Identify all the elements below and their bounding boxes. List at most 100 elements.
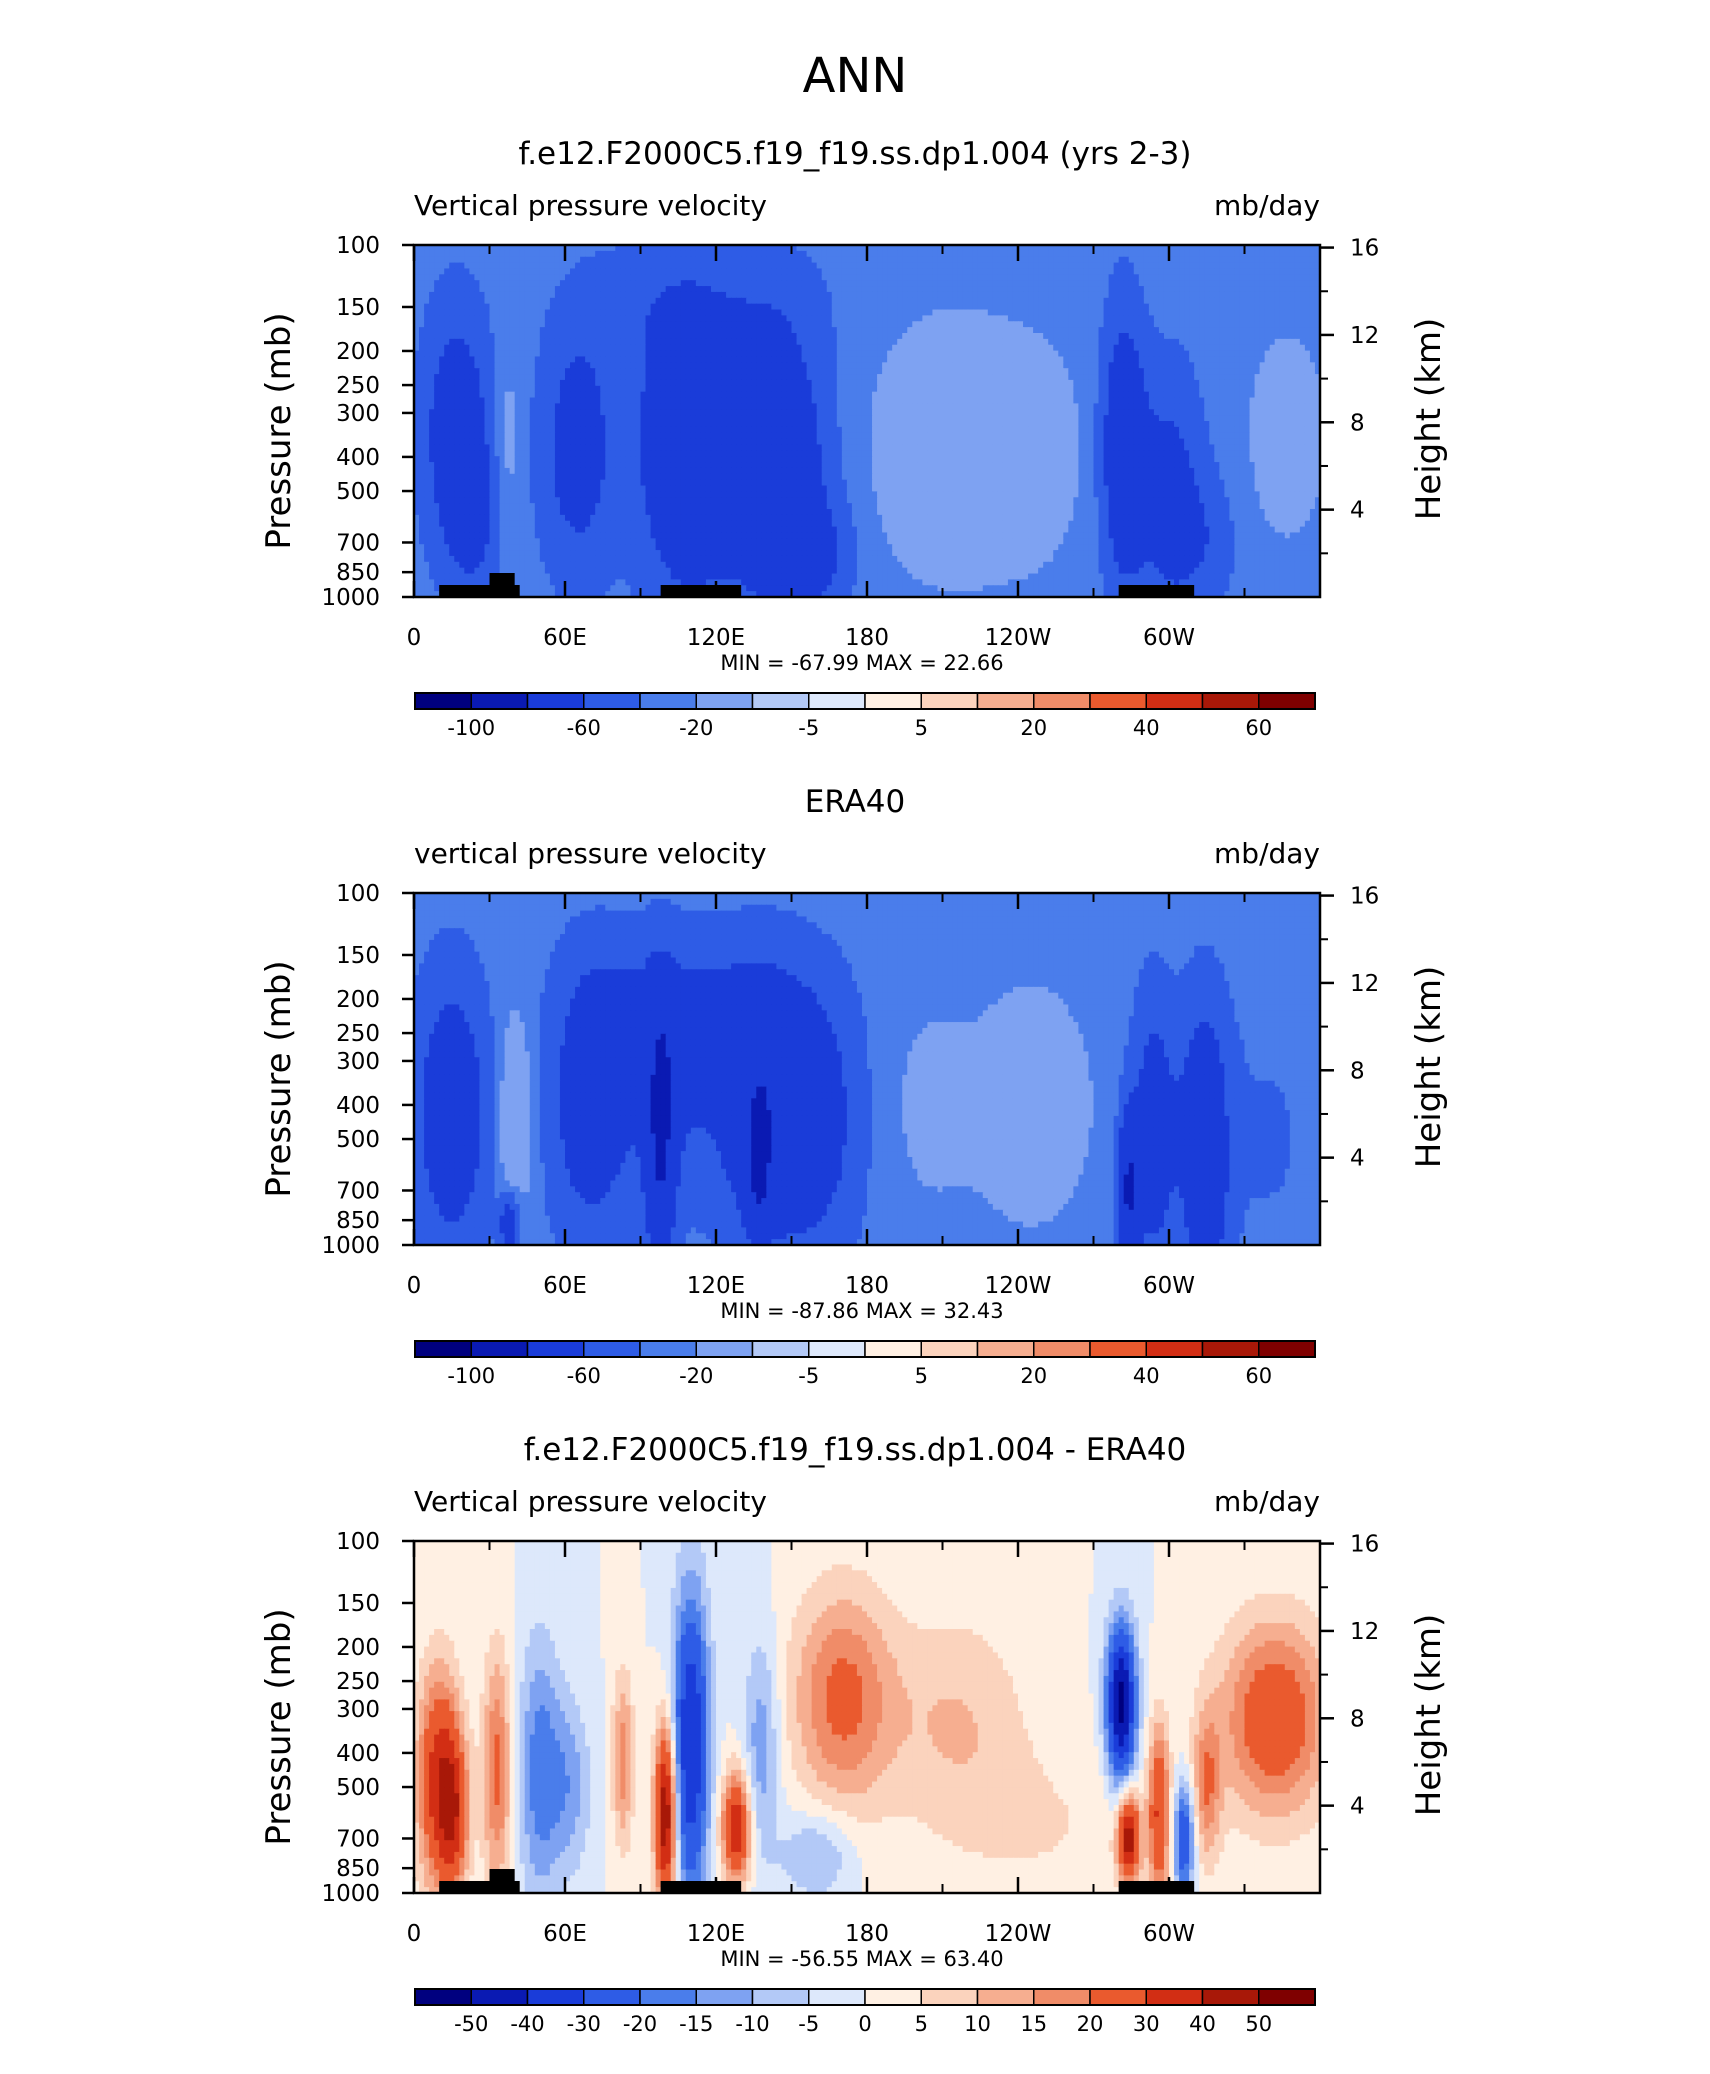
field-cell bbox=[656, 304, 662, 310]
field-cell bbox=[540, 251, 546, 257]
field-cell bbox=[1300, 345, 1306, 351]
field-cell bbox=[1300, 356, 1306, 362]
field-cell bbox=[1099, 351, 1105, 357]
field-cell bbox=[1154, 274, 1160, 280]
field-cell bbox=[570, 362, 576, 368]
field-cell bbox=[676, 315, 682, 321]
field-cell bbox=[1280, 368, 1286, 374]
field-cell bbox=[731, 398, 737, 404]
field-cell bbox=[978, 327, 984, 333]
field-cell bbox=[1013, 304, 1019, 310]
field-cell bbox=[540, 298, 546, 304]
field-cell bbox=[1174, 251, 1180, 257]
field-cell bbox=[963, 362, 969, 368]
field-cell bbox=[661, 280, 667, 286]
field-cell bbox=[761, 298, 767, 304]
field-cell bbox=[1129, 280, 1135, 286]
field-cell bbox=[1260, 251, 1266, 257]
field-cell bbox=[459, 362, 465, 368]
field-cell bbox=[932, 392, 938, 398]
field-cell bbox=[716, 339, 722, 345]
field-cell bbox=[1008, 368, 1014, 374]
field-cell bbox=[1250, 251, 1256, 257]
field-cell bbox=[1234, 392, 1240, 398]
field-cell bbox=[1104, 356, 1110, 362]
field-cell bbox=[927, 315, 933, 321]
field-cell bbox=[877, 333, 883, 339]
field-cell bbox=[922, 298, 928, 304]
field-cell bbox=[1028, 263, 1034, 269]
field-cell bbox=[696, 345, 702, 351]
field-cell bbox=[459, 280, 465, 286]
field-cell bbox=[837, 368, 843, 374]
field-cell bbox=[1214, 345, 1220, 351]
field-cell bbox=[691, 263, 697, 269]
field-cell bbox=[817, 251, 823, 257]
field-cell bbox=[817, 356, 823, 362]
field-cell bbox=[449, 268, 455, 274]
field-cell bbox=[1068, 333, 1074, 339]
field-cell bbox=[555, 304, 561, 310]
field-cell bbox=[832, 310, 838, 316]
field-cell bbox=[661, 298, 667, 304]
field-cell bbox=[479, 257, 485, 263]
field-cell bbox=[1280, 362, 1286, 368]
field-cell bbox=[625, 386, 631, 392]
field-cell bbox=[1310, 257, 1316, 263]
field-cell bbox=[1078, 362, 1084, 368]
field-cell bbox=[1275, 315, 1281, 321]
field-cell bbox=[771, 386, 777, 392]
field-cell bbox=[610, 339, 616, 345]
field-cell bbox=[751, 351, 757, 357]
field-cell bbox=[1144, 251, 1150, 257]
field-cell bbox=[1179, 374, 1185, 380]
field-cell bbox=[761, 374, 767, 380]
field-cell bbox=[927, 386, 933, 392]
field-cell bbox=[500, 356, 506, 362]
field-cell bbox=[937, 263, 943, 269]
field-cell bbox=[1053, 398, 1059, 404]
field-cell bbox=[575, 351, 581, 357]
field-cell bbox=[1094, 362, 1100, 368]
field-cell bbox=[595, 268, 601, 274]
field-cell bbox=[575, 398, 581, 404]
field-cell bbox=[550, 310, 556, 316]
field-cell bbox=[943, 310, 949, 316]
field-cell bbox=[630, 315, 636, 321]
field-cell bbox=[590, 315, 596, 321]
field-cell bbox=[1239, 356, 1245, 362]
field-cell bbox=[1265, 392, 1271, 398]
field-cell bbox=[1124, 327, 1130, 333]
field-cell bbox=[781, 403, 787, 409]
field-cell bbox=[535, 304, 541, 310]
field-cell bbox=[1189, 380, 1195, 386]
field-cell bbox=[620, 292, 626, 298]
field-cell bbox=[444, 292, 450, 298]
field-cell bbox=[610, 351, 616, 357]
field-cell bbox=[635, 280, 641, 286]
field-cell bbox=[857, 368, 863, 374]
field-cell bbox=[1129, 304, 1135, 310]
field-cell bbox=[822, 403, 828, 409]
field-cell bbox=[817, 298, 823, 304]
field-cell bbox=[434, 398, 440, 404]
field-cell bbox=[469, 321, 475, 327]
field-cell bbox=[454, 351, 460, 357]
field-cell bbox=[424, 374, 430, 380]
field-cell bbox=[857, 374, 863, 380]
field-cell bbox=[661, 356, 667, 362]
field-cell bbox=[887, 362, 893, 368]
field-cell bbox=[953, 398, 959, 404]
field-cell bbox=[610, 356, 616, 362]
field-cell bbox=[1104, 368, 1110, 374]
field-cell bbox=[610, 251, 616, 257]
field-cell bbox=[1008, 321, 1014, 327]
field-cell bbox=[1275, 398, 1281, 404]
field-cell bbox=[590, 368, 596, 374]
field-cell bbox=[832, 392, 838, 398]
field-cell bbox=[615, 380, 621, 386]
field-cell bbox=[1134, 362, 1140, 368]
field-cell bbox=[1083, 268, 1089, 274]
field-cell bbox=[781, 251, 787, 257]
field-cell bbox=[1245, 310, 1251, 316]
